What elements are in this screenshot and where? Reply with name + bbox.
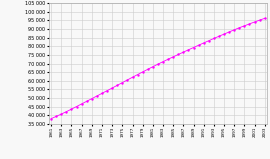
Point — [191, 46, 196, 49]
Point — [90, 97, 94, 100]
Point — [79, 103, 84, 105]
Point — [227, 31, 231, 33]
Point — [181, 51, 185, 53]
Point — [212, 37, 216, 40]
Point — [161, 60, 165, 63]
Point — [125, 79, 130, 81]
Point — [120, 81, 124, 84]
Point — [232, 29, 237, 31]
Point — [258, 19, 262, 21]
Point — [95, 95, 99, 97]
Point — [222, 33, 226, 35]
Point — [186, 48, 191, 51]
Point — [59, 113, 63, 115]
Point — [166, 58, 170, 60]
Point — [247, 23, 252, 25]
Point — [75, 105, 79, 108]
Point — [54, 115, 58, 118]
Point — [171, 55, 176, 58]
Point — [202, 42, 206, 44]
Point — [207, 39, 211, 42]
Point — [115, 84, 119, 87]
Point — [136, 73, 140, 76]
Point — [140, 71, 145, 73]
Point — [252, 21, 257, 23]
Point — [105, 89, 109, 92]
Point — [110, 87, 114, 89]
Point — [49, 117, 53, 120]
Point — [237, 26, 241, 29]
Point — [146, 68, 150, 71]
Point — [176, 53, 180, 56]
Point — [130, 76, 135, 79]
Point — [156, 63, 160, 66]
Point — [197, 44, 201, 46]
Point — [263, 17, 267, 20]
Point — [69, 108, 74, 110]
Point — [100, 92, 104, 95]
Point — [85, 100, 89, 103]
Point — [242, 25, 247, 27]
Point — [217, 35, 221, 38]
Point — [151, 66, 155, 68]
Point — [64, 110, 69, 113]
